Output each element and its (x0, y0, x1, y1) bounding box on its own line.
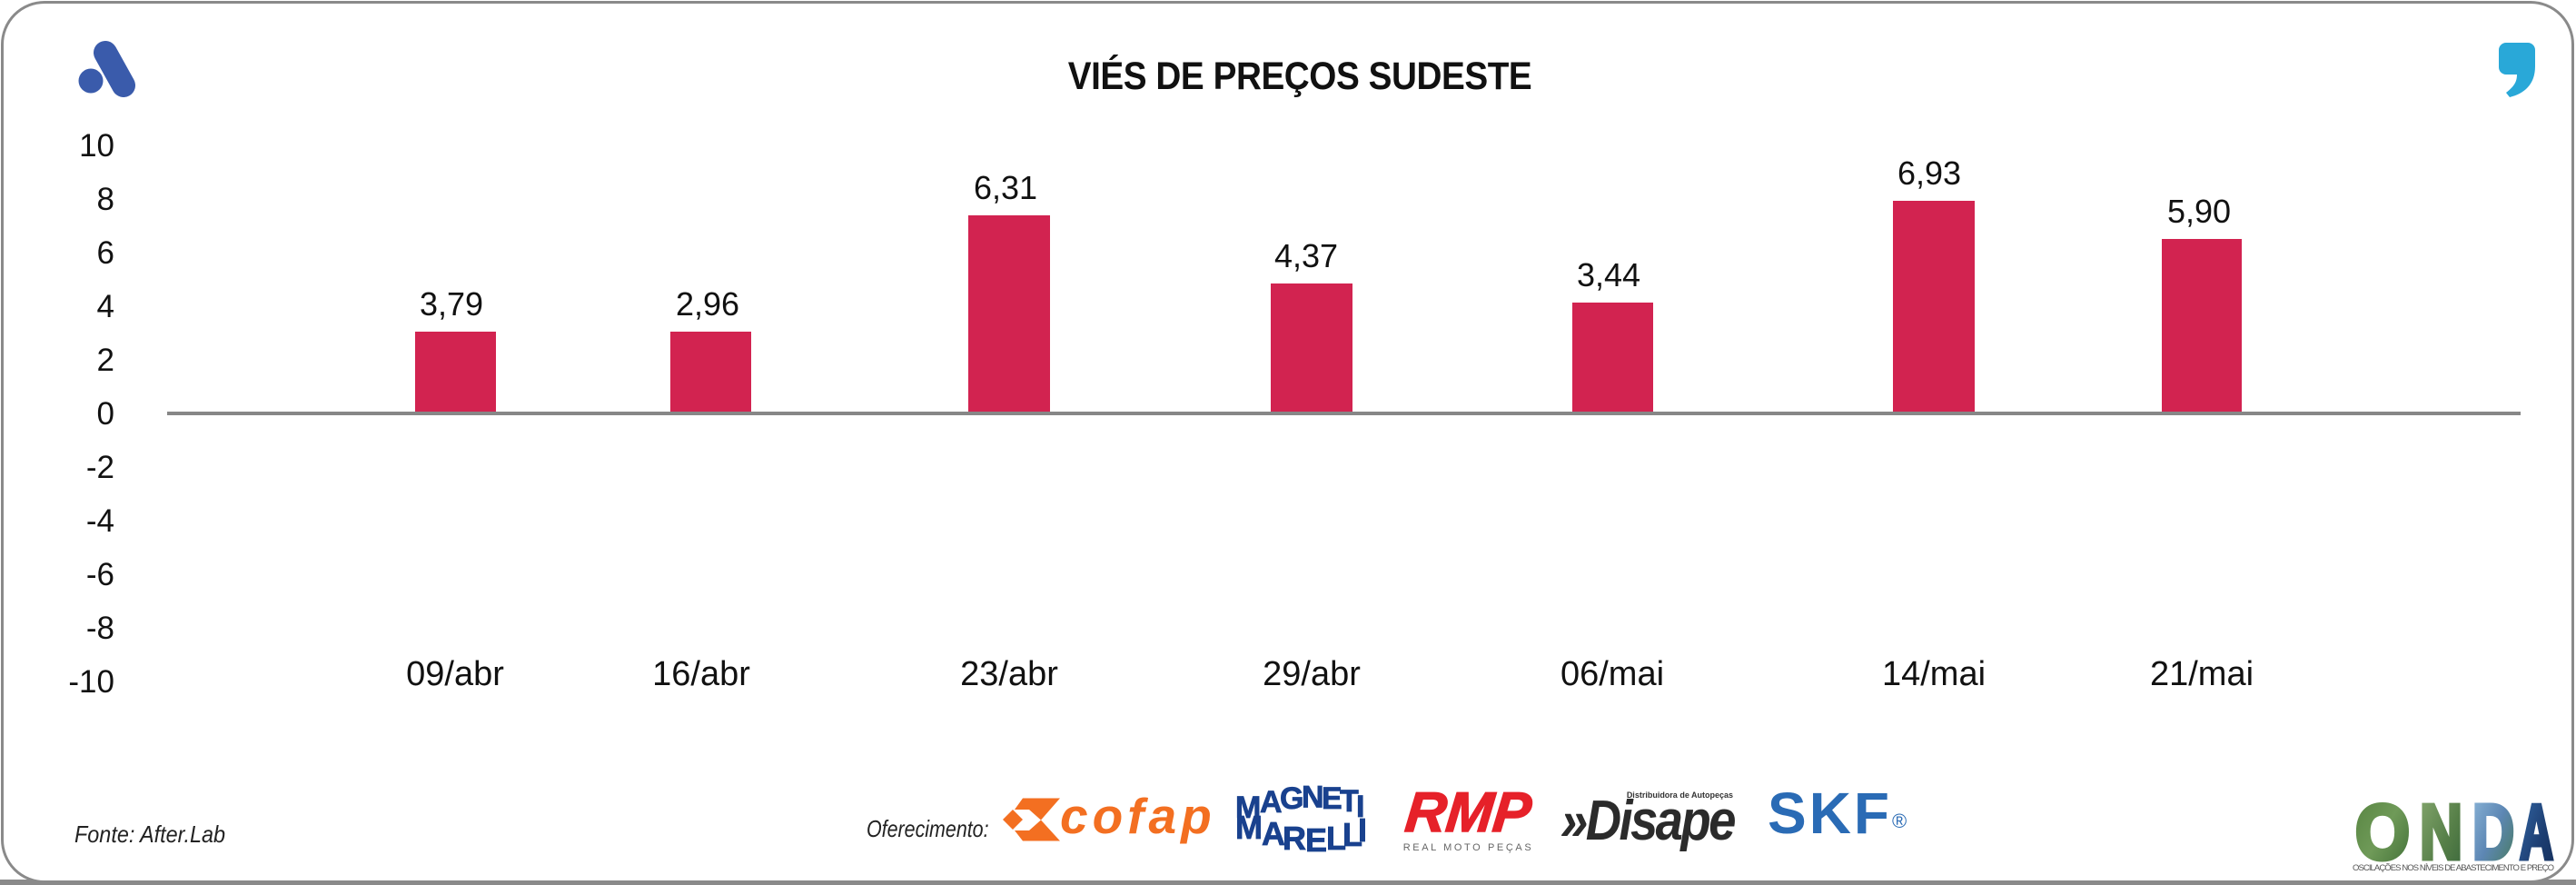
svg-text:O: O (2355, 796, 2410, 876)
svg-text:N: N (2420, 796, 2462, 876)
svg-text:A: A (2520, 796, 2553, 876)
svg-text:D: D (2472, 796, 2514, 876)
svg-text:OSCILAÇÕES NOS NÍVEIS DE ABAST: OSCILAÇÕES NOS NÍVEIS DE ABASTECIMENTO E… (2353, 863, 2554, 873)
svg-text:MARELLI: MARELLI (1235, 809, 1367, 858)
svg-text:cofap: cofap (1060, 791, 1216, 844)
